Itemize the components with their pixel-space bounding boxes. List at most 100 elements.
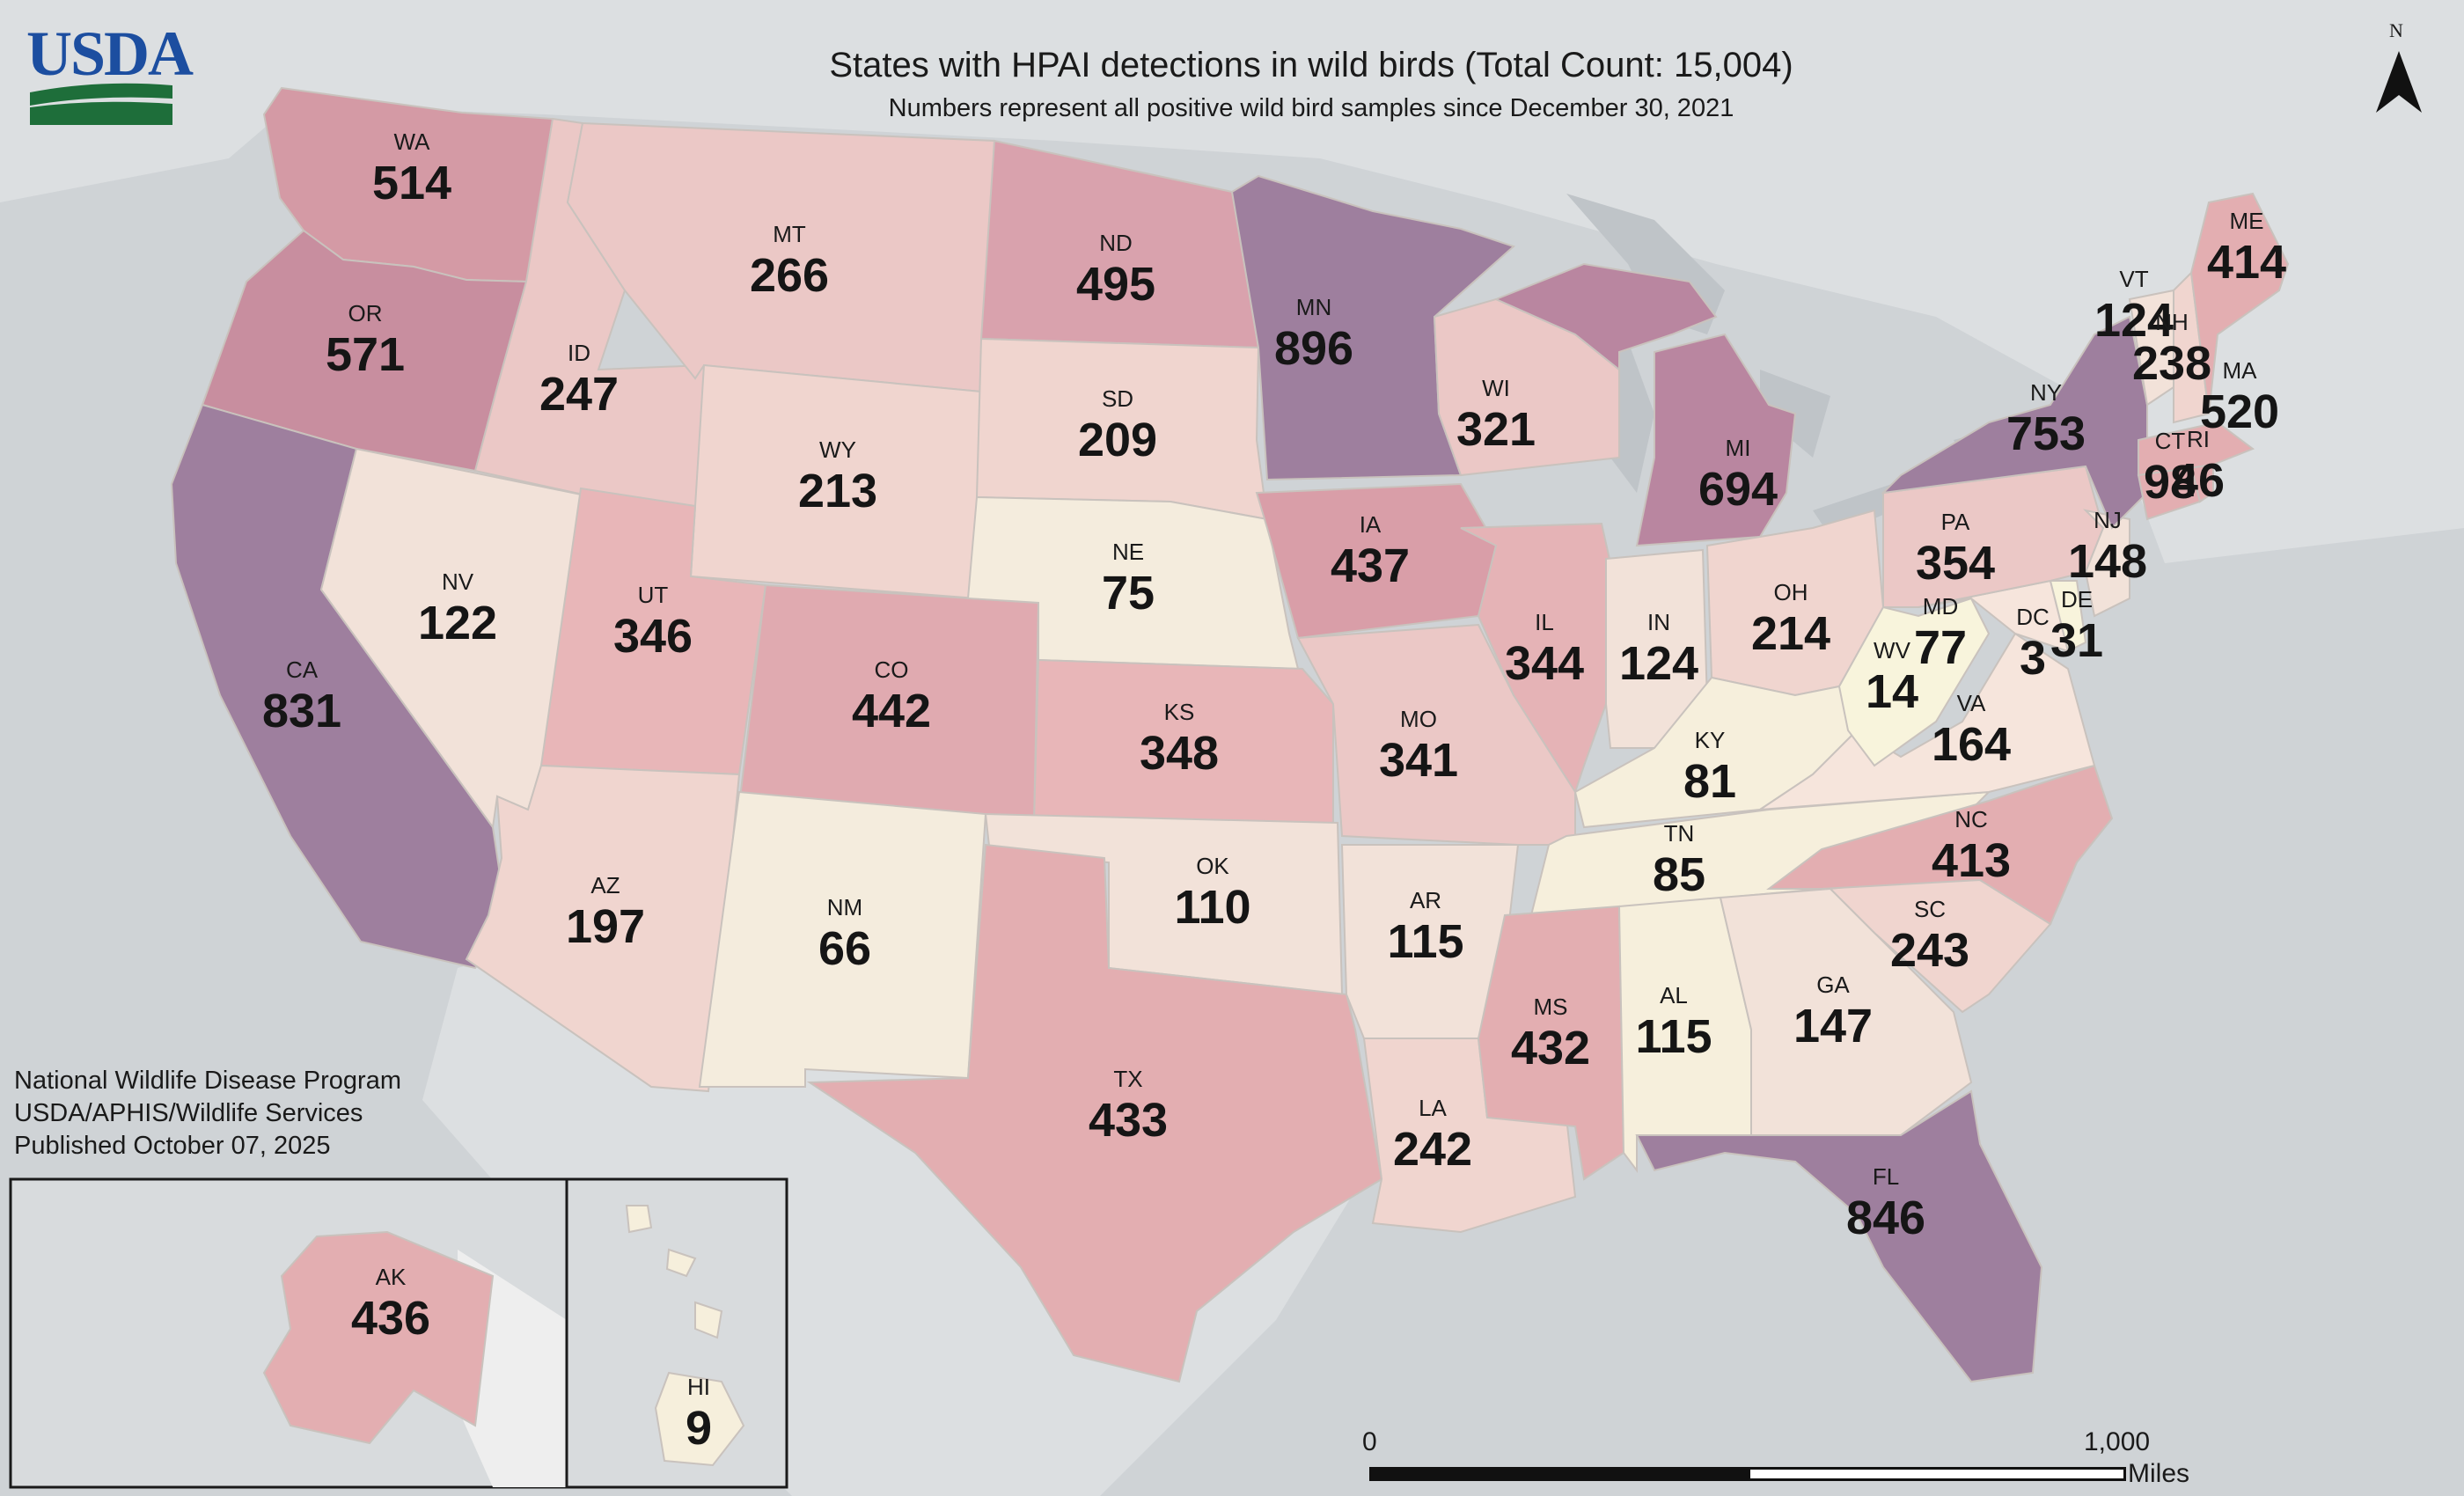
state-count-nj: 148 bbox=[2068, 535, 2147, 588]
state-count-co: 442 bbox=[852, 685, 931, 737]
state-label-ne: NE bbox=[1112, 539, 1144, 565]
state-label-sc: SC bbox=[1914, 896, 1946, 922]
state-count-md: 77 bbox=[1914, 621, 1967, 674]
state-shape-nc[interactable] bbox=[1766, 764, 2114, 926]
north-arrow-icon bbox=[2376, 51, 2422, 113]
state-count-tx: 433 bbox=[1089, 1094, 1168, 1147]
state-label-hi: HI bbox=[687, 1374, 710, 1400]
state-label-nm: NM bbox=[827, 894, 862, 920]
credit-line-1: National Wildlife Disease Program bbox=[14, 1067, 401, 1095]
map-title: States with HPAI detections in wild bird… bbox=[829, 46, 1793, 84]
map-subtitle: Numbers represent all positive wild bird… bbox=[888, 94, 1734, 122]
state-count-al: 115 bbox=[1635, 1010, 1712, 1063]
state-count-ks: 348 bbox=[1140, 727, 1219, 780]
state-count-mt: 266 bbox=[750, 249, 829, 302]
state-shape-mi-lower[interactable] bbox=[1635, 333, 1797, 547]
state-shape-hi-kauai[interactable] bbox=[625, 1205, 653, 1234]
state-label-wi: WI bbox=[1482, 375, 1510, 401]
state-count-az: 197 bbox=[566, 900, 645, 953]
state-shape-il[interactable] bbox=[1460, 522, 1612, 795]
state-label-mn: MN bbox=[1296, 294, 1331, 320]
state-count-ne: 75 bbox=[1102, 567, 1155, 620]
states-layer bbox=[170, 86, 2290, 1383]
state-label-mi: MI bbox=[1726, 435, 1751, 461]
state-count-ma: 520 bbox=[2200, 385, 2279, 438]
state-shape-de[interactable] bbox=[2049, 580, 2087, 653]
state-label-ca: CA bbox=[286, 656, 319, 683]
scale-max-label: 1,000 bbox=[2084, 1427, 2151, 1456]
state-count-wi: 321 bbox=[1456, 403, 1536, 456]
logo-text: USDA bbox=[26, 18, 194, 89]
state-label-ma: MA bbox=[2223, 357, 2258, 384]
state-count-or: 571 bbox=[326, 328, 405, 381]
state-label-co: CO bbox=[875, 656, 909, 683]
state-shape-ks[interactable] bbox=[1032, 658, 1334, 824]
state-shape-fl[interactable] bbox=[1635, 1089, 2043, 1383]
state-label-tn: TN bbox=[1664, 820, 1695, 847]
state-label-me: ME bbox=[2230, 208, 2264, 234]
state-count-nd: 495 bbox=[1076, 258, 1155, 311]
north-label: N bbox=[2389, 19, 2403, 41]
labels-layer: WA514OR571CA831ID247NV122MT266WY213UT346… bbox=[262, 128, 2286, 1455]
state-label-ky: KY bbox=[1695, 727, 1726, 753]
state-count-nv: 122 bbox=[418, 597, 497, 649]
state-shape-hi-oahu[interactable] bbox=[665, 1248, 697, 1278]
state-label-in: IN bbox=[1647, 609, 1670, 635]
scale-bar bbox=[1369, 1467, 2126, 1481]
state-label-fl: FL bbox=[1873, 1163, 1899, 1190]
state-label-md: MD bbox=[1923, 593, 1958, 620]
state-label-ut: UT bbox=[638, 582, 669, 608]
state-shape-ma[interactable] bbox=[2138, 421, 2255, 477]
scale-zero-label: 0 bbox=[1362, 1427, 1377, 1456]
state-label-nd: ND bbox=[1099, 230, 1133, 256]
state-count-il: 344 bbox=[1505, 637, 1584, 690]
state-shape-wv[interactable] bbox=[1837, 597, 1991, 767]
state-count-nm: 66 bbox=[818, 922, 871, 975]
state-count-wa: 514 bbox=[372, 157, 451, 209]
state-count-tn: 85 bbox=[1653, 848, 1705, 901]
state-label-mo: MO bbox=[1400, 706, 1437, 732]
state-count-la: 242 bbox=[1393, 1123, 1472, 1176]
state-shape-me[interactable] bbox=[2189, 192, 2290, 414]
state-count-wv: 14 bbox=[1866, 665, 1918, 718]
state-count-mn: 896 bbox=[1274, 322, 1353, 375]
state-count-ri: 46 bbox=[2172, 454, 2225, 507]
state-shape-pa[interactable] bbox=[1882, 465, 2105, 608]
state-label-nh: NH bbox=[2155, 309, 2189, 335]
state-shape-mi[interactable] bbox=[1493, 262, 1718, 372]
state-shape-nh[interactable] bbox=[2173, 270, 2211, 424]
state-count-oh: 214 bbox=[1751, 607, 1830, 660]
state-label-nj: NJ bbox=[2094, 507, 2122, 533]
credit-line-3: Published October 07, 2025 bbox=[14, 1132, 331, 1160]
state-shape-hi-big[interactable] bbox=[654, 1371, 745, 1467]
scale-bar-fill bbox=[1372, 1470, 1750, 1478]
state-label-oh: OH bbox=[1774, 579, 1808, 605]
state-label-ms: MS bbox=[1534, 994, 1568, 1020]
state-label-wa: WA bbox=[394, 128, 431, 155]
state-label-tx: TX bbox=[1113, 1066, 1142, 1092]
state-label-id: ID bbox=[568, 340, 590, 366]
state-shape-hi-maui[interactable] bbox=[694, 1301, 723, 1339]
state-count-ca: 831 bbox=[262, 685, 341, 737]
state-count-id: 247 bbox=[539, 368, 619, 421]
state-label-ny: NY bbox=[2030, 379, 2062, 406]
state-shape-nj[interactable] bbox=[2082, 509, 2130, 618]
state-shape-ak[interactable] bbox=[262, 1230, 495, 1445]
state-count-ut: 346 bbox=[613, 610, 693, 663]
state-count-ar: 115 bbox=[1387, 915, 1463, 968]
state-label-nc: NC bbox=[1954, 806, 1988, 832]
credits-block: National Wildlife Disease Program USDA/A… bbox=[14, 1065, 401, 1162]
state-shape-va[interactable] bbox=[1756, 632, 2096, 811]
hawaii-inset bbox=[565, 1177, 788, 1489]
state-count-ia: 437 bbox=[1331, 539, 1410, 592]
state-label-ri: RI bbox=[2187, 426, 2210, 452]
state-shape-tx[interactable] bbox=[806, 843, 1383, 1383]
state-count-dc: 3 bbox=[2020, 632, 2046, 685]
title-block: States with HPAI detections in wild bird… bbox=[0, 46, 2464, 123]
alaska-inset bbox=[9, 1177, 568, 1489]
credit-line-2: USDA/APHIS/Wildlife Services bbox=[14, 1099, 363, 1127]
state-count-mo: 341 bbox=[1379, 734, 1458, 787]
state-count-ms: 432 bbox=[1511, 1022, 1590, 1074]
